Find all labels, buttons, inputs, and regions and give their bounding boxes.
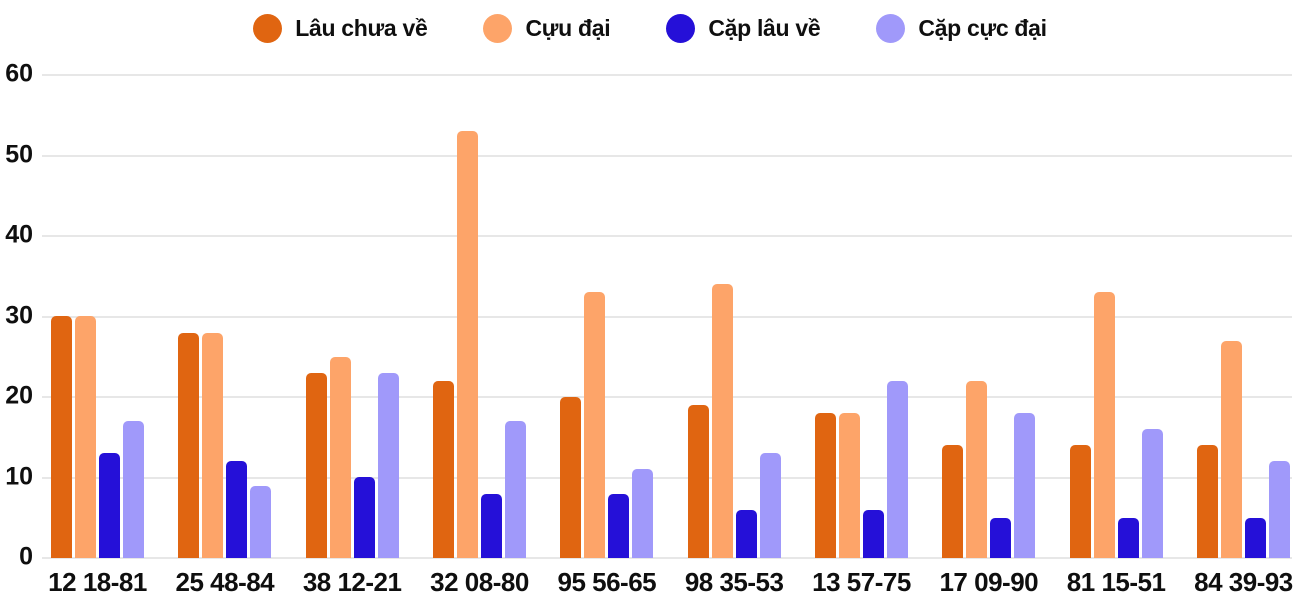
bar-series-3-group-10[interactable] xyxy=(1244,518,1266,558)
bar-series-4-group-8[interactable] xyxy=(1014,413,1036,558)
x-axis-category-label: 95 56-65 xyxy=(557,567,657,597)
bar-series-3-group-3[interactable] xyxy=(353,477,375,558)
legend-item-1[interactable]: Lâu chưa về xyxy=(253,13,428,43)
bar-series-4-group-3[interactable] xyxy=(377,373,399,558)
bar-series-4-group-10[interactable] xyxy=(1268,461,1290,558)
x-axis-category-label: 81 15-51 xyxy=(1066,567,1166,597)
bar-series-1-group-10[interactable] xyxy=(1196,445,1218,558)
x-axis-category-label: 13 57-75 xyxy=(812,567,911,597)
x-axis-category-label: 25 48-84 xyxy=(175,567,275,597)
legend: Lâu chưa về Cựu đại Cặp lâu về Cặp cực đại xyxy=(0,9,1300,47)
bar-series-1-group-9[interactable] xyxy=(1069,445,1091,558)
bar-series-2-group-5[interactable] xyxy=(584,292,606,558)
bar-series-2-group-2[interactable] xyxy=(202,333,224,558)
x-axis-category-label: 84 39-93 xyxy=(1194,567,1293,597)
bar-series-2-group-4[interactable] xyxy=(456,131,478,558)
bar-series-1-group-3[interactable] xyxy=(305,373,327,558)
bar-group-2: 25 48-84 xyxy=(176,75,275,595)
gridline-y-60 xyxy=(42,74,1292,76)
bar-series-4-group-1[interactable] xyxy=(123,421,144,558)
bar-groups: 12 18-81 25 48-84 38 12-21 32 08-80 95 56-65… xyxy=(0,75,1300,595)
legend-label: Lâu chưa về xyxy=(295,14,428,41)
bar-series-3-group-6[interactable] xyxy=(735,510,757,558)
bar-series-2-group-10[interactable] xyxy=(1220,341,1242,558)
y-axis-tick-label: 50 xyxy=(5,140,33,168)
bar-series-1-group-6[interactable] xyxy=(687,405,709,558)
x-axis-category-label: 98 35-53 xyxy=(684,567,784,597)
legend-item-3[interactable]: Cặp lâu về xyxy=(666,13,821,43)
bar-group-6: 98 35-53 xyxy=(685,75,784,595)
bar-group-10: 84 39-93 xyxy=(1194,75,1293,595)
bar-series-2-group-7[interactable] xyxy=(838,413,860,558)
bar-group-1: 12 18-81 xyxy=(48,75,147,595)
bar-series-1-group-5[interactable] xyxy=(560,397,582,558)
legend-label: Cặp cực đại xyxy=(918,14,1047,41)
x-axis-category-label: 32 08-80 xyxy=(430,567,529,597)
bar-series-2-group-8[interactable] xyxy=(966,381,988,558)
legend-label: Cựu đại xyxy=(525,14,611,41)
legend-label: Cặp lâu về xyxy=(708,14,821,41)
legend-item-4[interactable]: Cặp cực đại xyxy=(876,13,1047,43)
x-axis-category-label: 12 18-81 xyxy=(48,567,147,597)
bar-series-1-group-7[interactable] xyxy=(814,413,836,558)
bar-series-4-group-6[interactable] xyxy=(759,453,781,558)
gridline-y-10 xyxy=(42,476,1292,479)
gridline-y-50 xyxy=(42,154,1292,157)
gridline-y-20 xyxy=(42,396,1292,398)
legend-marker-circle-icon xyxy=(483,13,513,43)
bar-series-3-group-8[interactable] xyxy=(990,518,1012,558)
bar-group-8: 17 09-90 xyxy=(939,75,1039,595)
legend-marker-circle-icon xyxy=(666,13,696,43)
x-axis-category-label: 17 09-90 xyxy=(939,567,1039,597)
bar-series-3-group-2[interactable] xyxy=(226,461,248,558)
y-axis-tick-label: 60 xyxy=(5,59,33,88)
bar-series-4-group-4[interactable] xyxy=(504,421,526,558)
y-axis-tick-label: 0 xyxy=(19,542,33,571)
bar-series-3-group-1[interactable] xyxy=(99,453,120,558)
x-axis-category-label: 38 12-21 xyxy=(302,567,402,597)
bar-series-1-group-1[interactable] xyxy=(51,316,72,558)
legend-item-2[interactable]: Cựu đại xyxy=(483,13,611,43)
bar-series-3-group-4[interactable] xyxy=(480,494,502,558)
bar-group-4: 32 08-80 xyxy=(430,75,529,595)
bar-group-9: 81 15-51 xyxy=(1067,75,1166,595)
y-axis-tick-label: 40 xyxy=(5,220,33,249)
bar-series-3-group-9[interactable] xyxy=(1117,518,1139,558)
bar-series-3-group-5[interactable] xyxy=(608,494,630,558)
bar-series-1-group-4[interactable] xyxy=(432,381,454,558)
bar-group-7: 13 57-75 xyxy=(812,75,911,595)
bar-series-4-group-5[interactable] xyxy=(632,469,654,558)
bar-series-4-group-7[interactable] xyxy=(886,381,908,558)
bar-series-4-group-2[interactable] xyxy=(250,486,272,558)
gridline-y-30 xyxy=(42,315,1292,318)
bar-series-4-group-9[interactable] xyxy=(1141,429,1163,558)
gridline-y-40 xyxy=(42,235,1292,237)
bar-series-2-group-3[interactable] xyxy=(329,357,351,558)
gridline-y-0 xyxy=(42,557,1292,559)
bar-series-3-group-7[interactable] xyxy=(862,510,884,558)
bar-group-5: 95 56-65 xyxy=(557,75,657,595)
bar-series-1-group-8[interactable] xyxy=(942,445,964,558)
bar-series-2-group-6[interactable] xyxy=(711,284,733,558)
bar-group-3: 38 12-21 xyxy=(303,75,402,595)
y-axis-tick-label: 10 xyxy=(5,462,33,490)
y-axis-tick-label: 30 xyxy=(5,301,33,329)
y-axis-tick-label: 20 xyxy=(5,381,33,410)
bar-series-2-group-1[interactable] xyxy=(75,316,96,558)
legend-marker-circle-icon xyxy=(876,13,906,43)
bar-series-1-group-2[interactable] xyxy=(178,333,200,558)
bar-series-2-group-9[interactable] xyxy=(1093,292,1115,558)
legend-marker-circle-icon xyxy=(253,13,283,43)
